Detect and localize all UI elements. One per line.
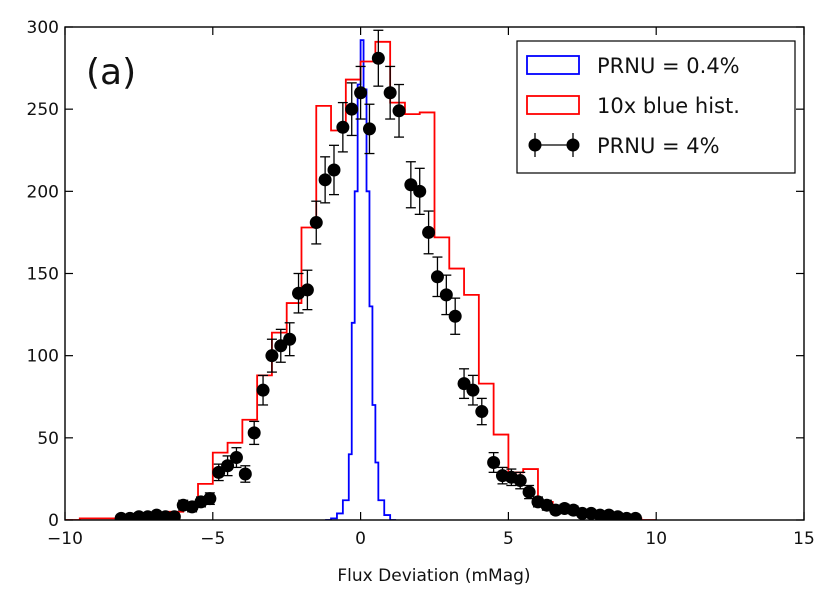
data-point-16	[256, 374, 270, 406]
marker-17	[265, 349, 279, 363]
panel-label: (a)	[86, 52, 136, 93]
data-point-38	[457, 368, 471, 400]
legend-entry-2: PRNU = 4%	[528, 133, 720, 158]
marker-23	[318, 173, 332, 187]
y-tick-label-6: 300	[27, 18, 59, 38]
legend-entry-0: PRNU = 0.4%	[526, 54, 740, 78]
data-point-33	[413, 167, 427, 215]
step-series-0	[325, 39, 397, 520]
marker-32	[404, 178, 418, 192]
data-point-28	[362, 103, 376, 155]
marker-41	[487, 455, 501, 469]
data-point-27	[354, 65, 368, 120]
data-point-34	[422, 210, 436, 255]
data-point-10	[203, 492, 217, 506]
marker-25	[336, 120, 350, 134]
data-point-18	[274, 328, 288, 363]
legend-swatch-1	[526, 95, 580, 115]
data-point-30	[383, 65, 397, 120]
data-point-31	[392, 83, 406, 138]
x-tick-label-0: −10	[47, 529, 83, 549]
marker-38	[457, 377, 471, 391]
data-point-13	[229, 447, 243, 469]
x-tick-label-4: 10	[645, 529, 667, 549]
marker-11	[212, 465, 226, 479]
marker-34	[422, 225, 436, 239]
data-point-23	[318, 156, 332, 204]
data-point-37	[448, 297, 462, 335]
data-point-39	[466, 374, 480, 406]
data-point-14	[238, 465, 252, 483]
marker-19	[283, 332, 297, 346]
marker-26	[345, 102, 359, 116]
marker-39	[466, 383, 480, 397]
marker-40	[475, 405, 489, 419]
marker-10	[203, 492, 217, 506]
marker-14	[238, 467, 252, 481]
legend-label-0: PRNU = 0.4%	[597, 54, 740, 78]
y-tick-label-4: 200	[27, 182, 59, 202]
data-point-40	[475, 397, 489, 426]
marker-30	[383, 86, 397, 100]
legend-marker-2-1	[566, 138, 580, 152]
legend-box	[516, 40, 796, 174]
marker-29	[371, 51, 385, 65]
y-tick-label-2: 100	[27, 347, 59, 367]
errorbar-series-2	[114, 29, 643, 520]
x-tick-label-5: 15	[793, 529, 815, 549]
data-point-45	[522, 484, 536, 500]
marker-18	[274, 339, 288, 353]
legend: PRNU = 0.4% 10x blue hist. PRNU = 4%	[516, 40, 796, 174]
y-tick-label-3: 150	[27, 265, 59, 285]
marker-44	[513, 474, 527, 488]
data-point-19	[283, 322, 297, 357]
marker-15	[247, 426, 261, 440]
data-point-12	[221, 455, 235, 477]
marker-33	[413, 184, 427, 198]
legend-marker-2-0	[528, 138, 542, 152]
y-tick-label-5: 250	[27, 100, 59, 120]
x-axis-title: Flux Deviation (mMag)	[337, 566, 530, 586]
data-point-57	[629, 511, 643, 520]
data-point-22	[309, 200, 323, 245]
data-point-17	[265, 338, 279, 373]
data-point-24	[327, 144, 341, 196]
marker-35	[430, 270, 444, 284]
marker-27	[354, 86, 368, 100]
marker-21	[300, 283, 314, 297]
marker-24	[327, 163, 341, 177]
marker-37	[448, 309, 462, 323]
x-tick-label-2: 0	[355, 529, 366, 549]
marker-12	[221, 459, 235, 473]
legend-entry-1: 10x blue hist.	[526, 94, 740, 118]
marker-45	[522, 485, 536, 499]
legend-label-1: 10x blue hist.	[597, 94, 740, 118]
data-point-29	[371, 29, 385, 87]
marker-28	[362, 122, 376, 136]
marker-16	[256, 383, 270, 397]
data-point-6	[167, 510, 181, 520]
data-point-25	[336, 101, 350, 153]
marker-22	[309, 216, 323, 230]
data-point-15	[247, 420, 261, 446]
marker-31	[392, 104, 406, 118]
x-tick-label-1: −5	[200, 529, 225, 549]
y-tick-label-0: 0	[48, 511, 59, 531]
data-point-32	[404, 161, 418, 209]
y-tick-label-1: 50	[37, 429, 59, 449]
legend-swatch-0	[526, 55, 580, 75]
marker-57	[629, 511, 643, 520]
legend-label-2: PRNU = 4%	[597, 134, 720, 158]
x-tick-label-3: 5	[503, 529, 514, 549]
data-point-21	[300, 269, 314, 311]
marker-36	[439, 288, 453, 302]
data-point-26	[345, 82, 359, 137]
plot-area	[65, 29, 657, 520]
marker-13	[229, 451, 243, 465]
marker-6	[167, 510, 181, 520]
